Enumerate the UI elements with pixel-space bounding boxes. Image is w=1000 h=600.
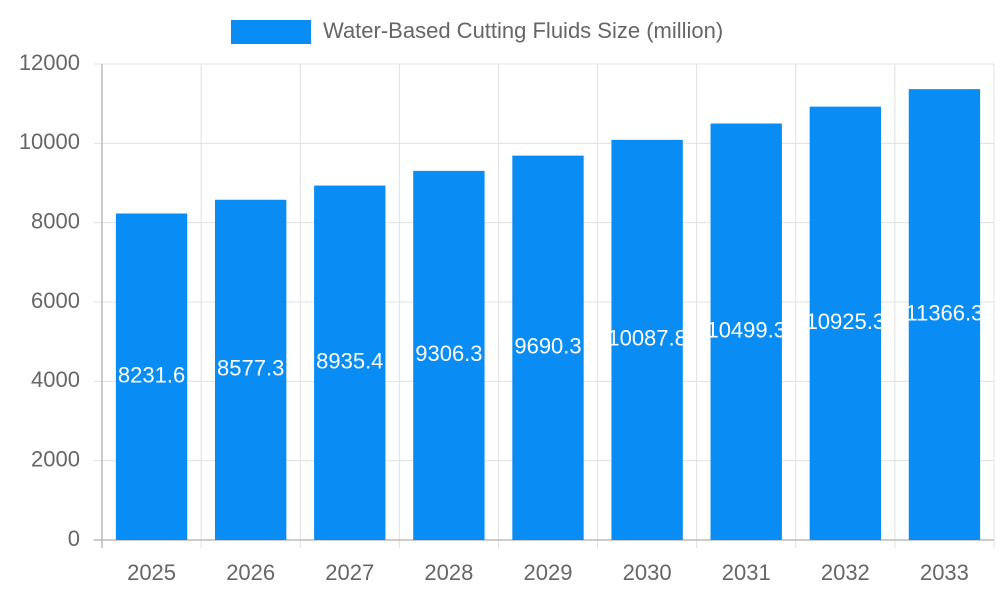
bar: [115, 213, 188, 541]
legend-label: Water-Based Cutting Fluids Size (million…: [323, 18, 723, 43]
data-label: 9690.3: [514, 334, 581, 359]
data-label: 10925.3: [806, 309, 886, 334]
bar: [611, 139, 683, 541]
x-tick-label: 2030: [623, 560, 672, 585]
x-tick-label: 2027: [325, 560, 374, 585]
bar: [908, 89, 981, 540]
data-label: 11366.3: [905, 300, 983, 325]
x-tick-label: 2033: [920, 560, 969, 585]
bar: [214, 199, 287, 541]
x-tick-label: 2026: [226, 560, 275, 585]
bar: [710, 123, 782, 540]
bar: [512, 155, 584, 540]
x-tick-label: 2025: [127, 560, 176, 585]
data-label: 9306.3: [415, 341, 482, 366]
x-tick-label: 2029: [524, 560, 573, 585]
x-tick-label: 2031: [722, 560, 771, 585]
x-tick-label: 2028: [424, 560, 473, 585]
bar: [314, 185, 386, 540]
y-tick-label: 12000: [19, 50, 80, 75]
y-tick-label: 10000: [19, 129, 80, 154]
x-tick-label: 2032: [821, 560, 870, 585]
data-label: 8935.4: [316, 349, 383, 374]
y-tick-label: 4000: [31, 367, 80, 392]
y-tick-label: 8000: [31, 208, 80, 233]
data-label: 8577.3: [217, 356, 284, 381]
data-label: 8231.6: [118, 363, 185, 388]
data-label: 10499.3: [706, 318, 786, 343]
y-tick-label: 2000: [31, 446, 80, 471]
bar: [809, 106, 882, 541]
legend-swatch: [231, 20, 311, 44]
bar: [413, 170, 485, 540]
y-tick-label: 6000: [31, 288, 80, 313]
y-tick-label: 0: [68, 526, 80, 551]
data-label: 10087.8: [607, 326, 687, 351]
legend: Water-Based Cutting Fluids Size (million…: [231, 18, 723, 44]
